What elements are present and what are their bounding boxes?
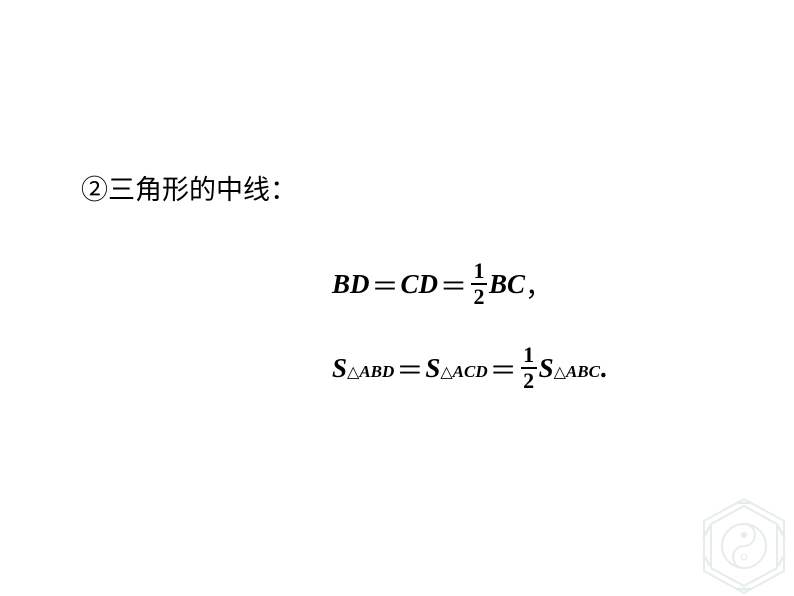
period-punct: . — [600, 353, 607, 384]
subscript-abc: △ABC — [554, 362, 600, 382]
var-bd: BD — [332, 269, 370, 300]
var-cd: CD — [401, 269, 439, 300]
fraction-half: 1 2 — [521, 344, 537, 392]
comma-punct: ， — [525, 265, 552, 304]
sub-abd-text: ABD — [359, 362, 394, 381]
equals-sign: ＝ — [372, 265, 399, 304]
heading-text: 三角形的中线： — [108, 175, 297, 205]
equation-line-1: BD ＝ CD ＝ 1 2 BC ， — [332, 258, 607, 310]
sub-acd-text: ACD — [453, 362, 488, 381]
fraction-denominator: 2 — [521, 367, 537, 392]
sub-abc-text: ABC — [566, 362, 600, 381]
subscript-abd: △ABD — [347, 362, 394, 382]
triangle-symbol: △ — [440, 364, 452, 381]
equals-sign: ＝ — [396, 349, 423, 388]
equals-sign: ＝ — [490, 349, 517, 388]
fraction-half: 1 2 — [471, 260, 487, 308]
watermark-bagua-icon — [694, 496, 794, 596]
var-s: S — [425, 353, 440, 384]
var-s: S — [332, 353, 347, 384]
fraction-numerator: 1 — [474, 260, 485, 283]
triangle-symbol: △ — [347, 364, 359, 381]
equals-sign: ＝ — [440, 265, 467, 304]
subscript-acd: △ACD — [440, 362, 487, 382]
fraction-numerator: 1 — [523, 344, 534, 367]
var-bc: BC — [489, 269, 525, 300]
fraction-denominator: 2 — [471, 283, 487, 308]
equation-line-2: S △ABD ＝ S △ACD ＝ 1 2 S △ABC . — [332, 342, 607, 394]
triangle-symbol: △ — [554, 364, 566, 381]
heading-marker: ② — [81, 175, 108, 205]
var-s: S — [539, 353, 554, 384]
math-block: BD ＝ CD ＝ 1 2 BC ， S △ABD ＝ S △ACD ＝ 1 2… — [332, 258, 607, 394]
section-heading: ②三角形的中线： — [81, 168, 297, 207]
